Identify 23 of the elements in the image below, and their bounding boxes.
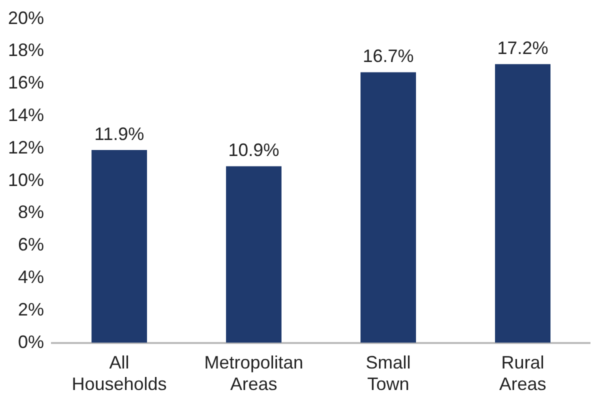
y-tick-label: 6% xyxy=(18,234,44,255)
x-tick-label: Small Town xyxy=(366,352,411,394)
y-tick-label: 4% xyxy=(18,266,44,287)
bar xyxy=(360,72,416,343)
y-tick-label: 10% xyxy=(8,170,44,190)
y-tick-label: 14% xyxy=(8,104,44,125)
x-tick-label: All Households xyxy=(72,352,167,394)
bar xyxy=(226,166,282,343)
data-label: 10.9% xyxy=(228,140,280,160)
data-label: 11.9% xyxy=(94,124,144,144)
y-tick-label: 12% xyxy=(8,137,44,158)
data-label: 17.2% xyxy=(497,38,548,58)
x-tick-label: Rural Areas xyxy=(499,352,546,394)
y-tick-label: 0% xyxy=(18,332,44,352)
bar xyxy=(92,150,148,343)
y-tick-label: 20% xyxy=(8,8,44,28)
y-tick-label: 8% xyxy=(18,202,44,222)
x-tick-label: Metropolitan Areas xyxy=(204,352,304,394)
y-tick-label: 16% xyxy=(8,72,44,93)
y-tick-label: 18% xyxy=(8,40,44,60)
bar xyxy=(495,64,550,343)
data-label: 16.7% xyxy=(362,46,414,66)
y-tick-label: 2% xyxy=(18,299,44,320)
